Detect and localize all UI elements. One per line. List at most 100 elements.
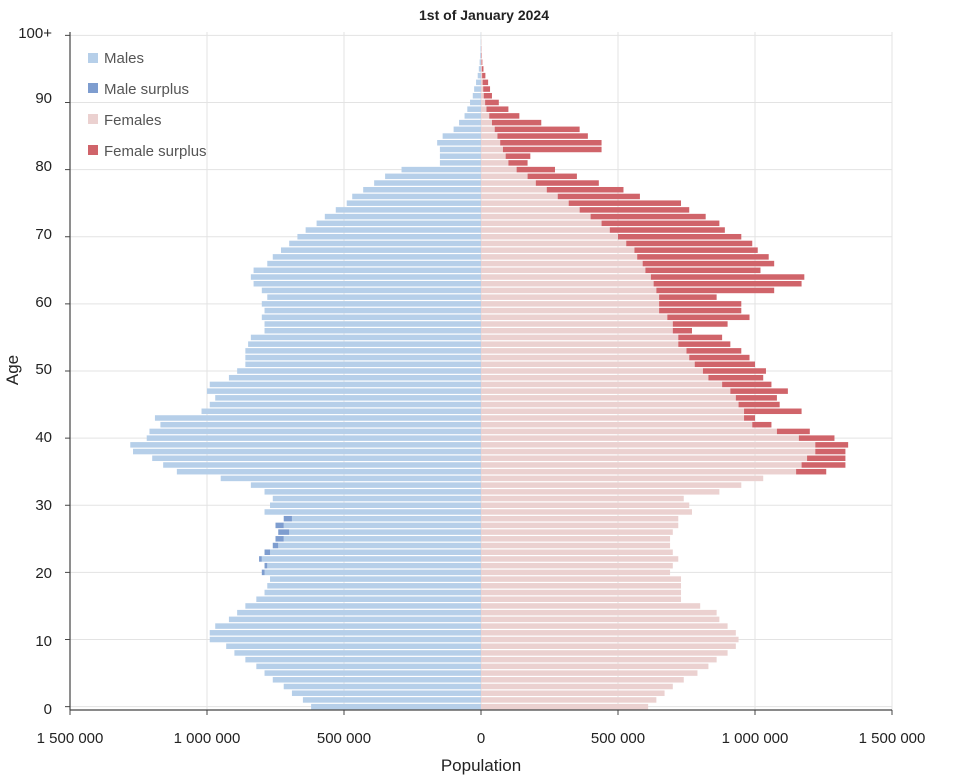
axes [65, 32, 893, 715]
bar-female [481, 113, 490, 119]
bar-female-surplus [776, 428, 810, 435]
bar-female-surplus [500, 140, 602, 146]
y-tick-labels: 0 10 20 30 40 50 60 70 80 90 100+ [18, 25, 52, 718]
bar-male [152, 455, 481, 462]
bar-male [245, 361, 481, 368]
bar-female [481, 348, 687, 354]
bar-male [220, 475, 481, 482]
bar-female [481, 462, 802, 468]
bar-female-surplus [505, 153, 531, 159]
bar-female [481, 616, 720, 623]
bar-female [481, 670, 698, 676]
bar-male [267, 260, 481, 267]
bar-female-surplus [535, 180, 599, 186]
bar-female-surplus [730, 388, 788, 394]
bar-male [324, 213, 481, 220]
bar-male [146, 435, 481, 441]
bar-male [253, 267, 481, 274]
bar-male [256, 663, 481, 670]
bar-male [209, 401, 482, 408]
bar-male [201, 408, 481, 415]
bar-female [481, 529, 673, 535]
bar-female [481, 341, 679, 347]
bar-female-surplus [634, 247, 758, 253]
bar-female [481, 254, 638, 260]
bar-female [481, 287, 657, 294]
bar-female-surplus [486, 106, 509, 112]
bar-female [481, 153, 506, 159]
bar-male [264, 321, 481, 327]
legend-label-males: Males [104, 50, 144, 67]
bar-male [385, 173, 481, 180]
bar-male [149, 428, 481, 435]
bar-male [480, 46, 481, 52]
bar-female [481, 583, 682, 589]
legend-swatch-females [88, 114, 98, 124]
bar-female [481, 86, 484, 92]
legend-swatch-female-surplus [88, 145, 98, 155]
bar-female-surplus [485, 99, 499, 106]
bar-female [481, 536, 671, 542]
bar-male [264, 489, 481, 495]
bar-male [237, 368, 481, 374]
bar-female [481, 374, 709, 381]
bar-male-surplus [259, 556, 262, 562]
bar-male [291, 690, 481, 696]
x-tick-label: 1 500 000 [859, 730, 926, 747]
bar-female [481, 415, 745, 421]
bar-female [481, 327, 673, 334]
bar-male [267, 294, 481, 300]
bar-male [226, 643, 481, 649]
bar-female [481, 354, 690, 361]
bar-male [154, 415, 481, 421]
y-tick-label: 0 [44, 701, 52, 718]
bar-male-surplus [264, 562, 268, 569]
bar-male [476, 79, 481, 86]
bar-male [474, 86, 481, 92]
bar-female [481, 140, 501, 146]
bar-male [442, 133, 481, 139]
bar-female [481, 314, 668, 321]
bar-male [237, 609, 481, 616]
bar-female [481, 468, 797, 475]
bar-female [481, 79, 483, 86]
bar-female [481, 697, 657, 703]
bar-female [481, 650, 728, 656]
bar-female [481, 703, 649, 710]
bar-female [481, 502, 690, 509]
bar-male [264, 327, 481, 334]
legend: Males Male surplus Females Female surplu… [88, 50, 207, 160]
bar-male-surplus [275, 536, 284, 542]
bar-female-surplus [481, 59, 483, 65]
bar-male [264, 509, 481, 515]
y-tick-label: 60 [35, 294, 52, 311]
bar-male [401, 166, 481, 173]
bar-female [481, 133, 498, 139]
bar-male [272, 495, 481, 502]
bar-female [481, 442, 816, 448]
y-tick-label: 70 [35, 226, 52, 243]
bar-female [481, 677, 684, 683]
bar-female [481, 549, 673, 556]
bar-male [248, 341, 481, 347]
bar-female-surplus [508, 160, 528, 166]
bar-male [289, 240, 481, 247]
bar-female [481, 683, 673, 690]
bar-male [291, 515, 481, 522]
bar-female-surplus [590, 213, 706, 220]
bar-female-surplus [642, 260, 775, 267]
bar-female [481, 643, 736, 649]
bar-female-surplus [481, 66, 484, 72]
bar-female [481, 522, 679, 529]
y-tick-label: 100+ [18, 25, 52, 42]
bar-female [481, 301, 660, 307]
bar-female [481, 482, 742, 488]
bar-female-surplus [752, 421, 772, 428]
bar-female [481, 421, 753, 428]
bar-female [481, 589, 682, 596]
bar-male [228, 616, 481, 623]
bar-female-surplus [483, 93, 492, 99]
bar-female-surplus [801, 462, 846, 468]
bar-female [481, 66, 482, 72]
